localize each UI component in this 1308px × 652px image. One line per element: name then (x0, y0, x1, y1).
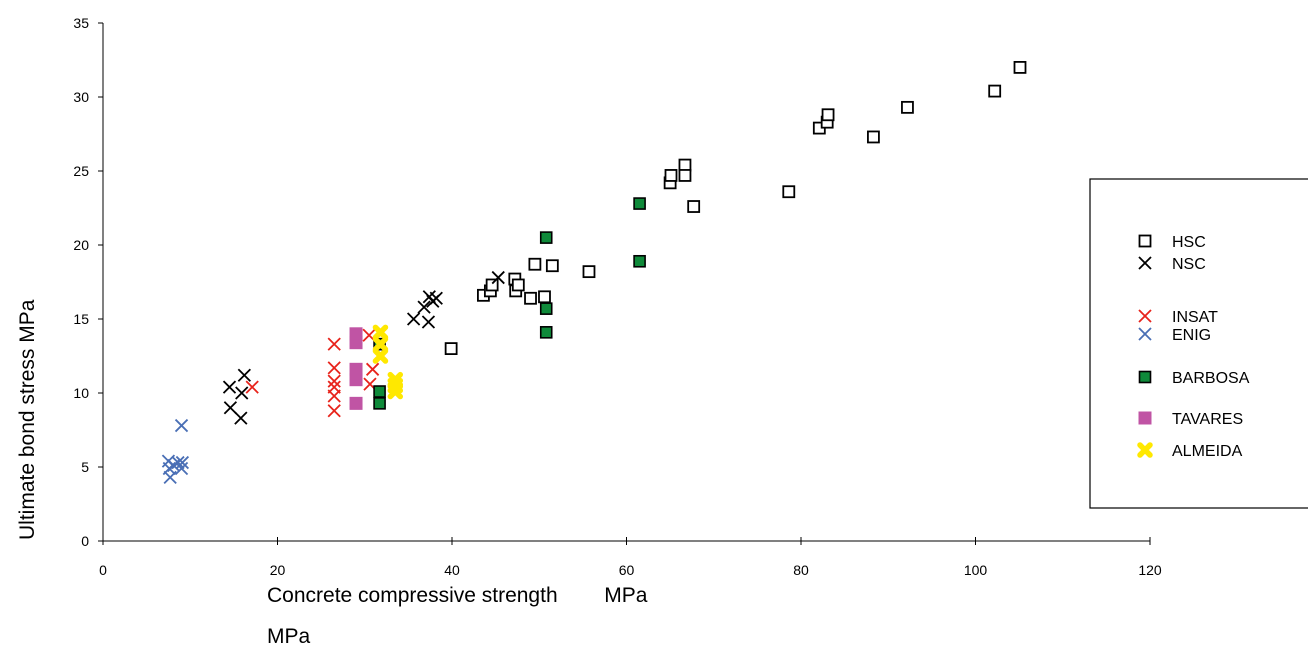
point-insat (327, 374, 341, 388)
x-tick-label: 60 (619, 562, 635, 578)
point-hsc (782, 185, 796, 199)
series-tavares (349, 327, 363, 410)
point-nsc (429, 291, 443, 305)
x-tick-label: 20 (270, 562, 286, 578)
point-insat (327, 337, 341, 351)
point-nsc (234, 411, 248, 425)
legend-label-nsc: NSC (1172, 256, 1206, 273)
legend-label-hsc: HSC (1172, 234, 1206, 251)
point-hsc (678, 158, 692, 172)
point-barbosa (539, 302, 553, 315)
point-nsc (223, 401, 238, 415)
point-hsc (678, 169, 692, 182)
legend-label-barbosa: BARBOSA (1172, 370, 1250, 387)
point-almeida (372, 348, 389, 364)
x-tick-label: 100 (964, 562, 988, 578)
point-insat (327, 404, 341, 418)
y-tick-label: 5 (81, 459, 89, 475)
point-insat (365, 362, 380, 376)
point-insat (327, 361, 341, 375)
legend-marker-insat (1138, 309, 1152, 323)
y-tick-label: 25 (73, 163, 89, 179)
point-insat (327, 389, 341, 403)
point-hsc (901, 100, 914, 114)
x-tick-label: 40 (444, 562, 460, 578)
point-nsc (235, 386, 249, 400)
point-barbosa (373, 385, 386, 398)
x-axis-extra-label: MPa (267, 625, 311, 648)
series-layer (161, 61, 1027, 484)
point-hsc (664, 169, 678, 182)
point-hsc (988, 84, 1002, 98)
legend-label-almeida: ALMEIDA (1172, 443, 1243, 460)
point-nsc (417, 300, 431, 314)
legend-label-enig: ENIG (1172, 327, 1211, 344)
axes: 0 20 40 60 80 100 120 0 5 10 15 20 25 30 35 (73, 15, 1161, 578)
point-almeida (372, 324, 389, 341)
point-hsc (545, 259, 559, 273)
legend-marker-almeida (1137, 442, 1153, 458)
point-enig (174, 418, 189, 433)
x-tick-label: 120 (1138, 562, 1162, 578)
series-barbosa (373, 197, 646, 410)
x-tick-label: 0 (99, 562, 107, 578)
point-hsc (524, 291, 537, 305)
legend-marker-hsc (1138, 234, 1152, 248)
legend-marker-enig (1138, 327, 1152, 341)
point-nsc (491, 270, 505, 285)
point-hsc (1013, 61, 1027, 74)
legend-marker-nsc (1138, 256, 1152, 270)
point-hsc (511, 278, 525, 292)
point-barbosa (373, 397, 386, 410)
series-almeida (372, 324, 404, 400)
point-hsc (538, 290, 551, 304)
point-nsc (421, 315, 436, 329)
series-nsc (222, 270, 505, 425)
point-enig (171, 455, 185, 470)
point-tavares (349, 373, 363, 387)
y-tick-label: 15 (73, 311, 89, 327)
point-almeida (372, 336, 389, 352)
y-tick-label: 20 (73, 237, 89, 253)
point-hsc (485, 278, 499, 292)
point-nsc (406, 312, 421, 326)
point-hsc (528, 257, 542, 271)
y-axis-title: Ultimate bond stress MPa (16, 299, 39, 540)
y-tick-label: 35 (73, 15, 89, 31)
point-almeida (387, 383, 404, 400)
point-tavares (349, 336, 363, 350)
point-nsc (222, 380, 237, 394)
legend-label-tavares: TAVARES (1172, 411, 1243, 428)
point-hsc (867, 130, 880, 144)
point-nsc (237, 368, 251, 382)
point-hsc (444, 342, 458, 356)
y-tick-label: 0 (81, 533, 89, 549)
legend-label-insat: INSAT (1172, 309, 1218, 326)
point-tavares (349, 396, 363, 410)
point-barbosa (539, 326, 553, 339)
y-tick-label: 10 (73, 385, 89, 401)
point-enig (163, 470, 177, 484)
point-insat (245, 380, 259, 394)
series-enig (161, 418, 190, 484)
point-hsc (821, 108, 835, 122)
legend-marker-barbosa (1138, 370, 1152, 384)
point-barbosa (633, 254, 646, 268)
legend-marker-tavares (1138, 411, 1152, 425)
point-hsc (687, 200, 701, 213)
point-barbosa (539, 231, 553, 244)
point-tavares (349, 362, 363, 376)
legend-box (1089, 178, 1308, 509)
point-hsc (582, 265, 596, 279)
point-enig (175, 455, 190, 470)
series-insat (245, 328, 380, 418)
x-axis-title: Concrete compressive strength MPa (267, 584, 648, 607)
y-tick-label: 30 (73, 89, 89, 105)
series-hsc (444, 61, 1027, 356)
point-barbosa (633, 197, 646, 210)
x-tick-label: 80 (793, 562, 809, 578)
